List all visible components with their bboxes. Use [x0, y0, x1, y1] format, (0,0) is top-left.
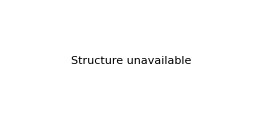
Text: Structure unavailable: Structure unavailable	[71, 56, 192, 67]
